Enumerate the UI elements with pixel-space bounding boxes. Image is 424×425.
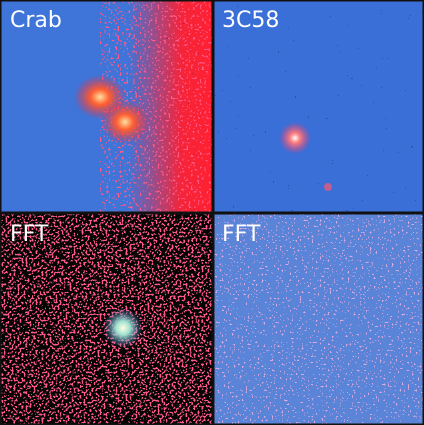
panel-label: FFT	[10, 222, 49, 247]
panel-label: FFT	[222, 222, 261, 247]
page: Crab 3C58 FFT FFT (() => { const data = …	[0, 0, 424, 425]
image-grid: Crab 3C58 FFT FFT	[0, 0, 424, 425]
panel-label: 3C58	[222, 8, 279, 33]
panel-label: Crab	[10, 8, 62, 33]
